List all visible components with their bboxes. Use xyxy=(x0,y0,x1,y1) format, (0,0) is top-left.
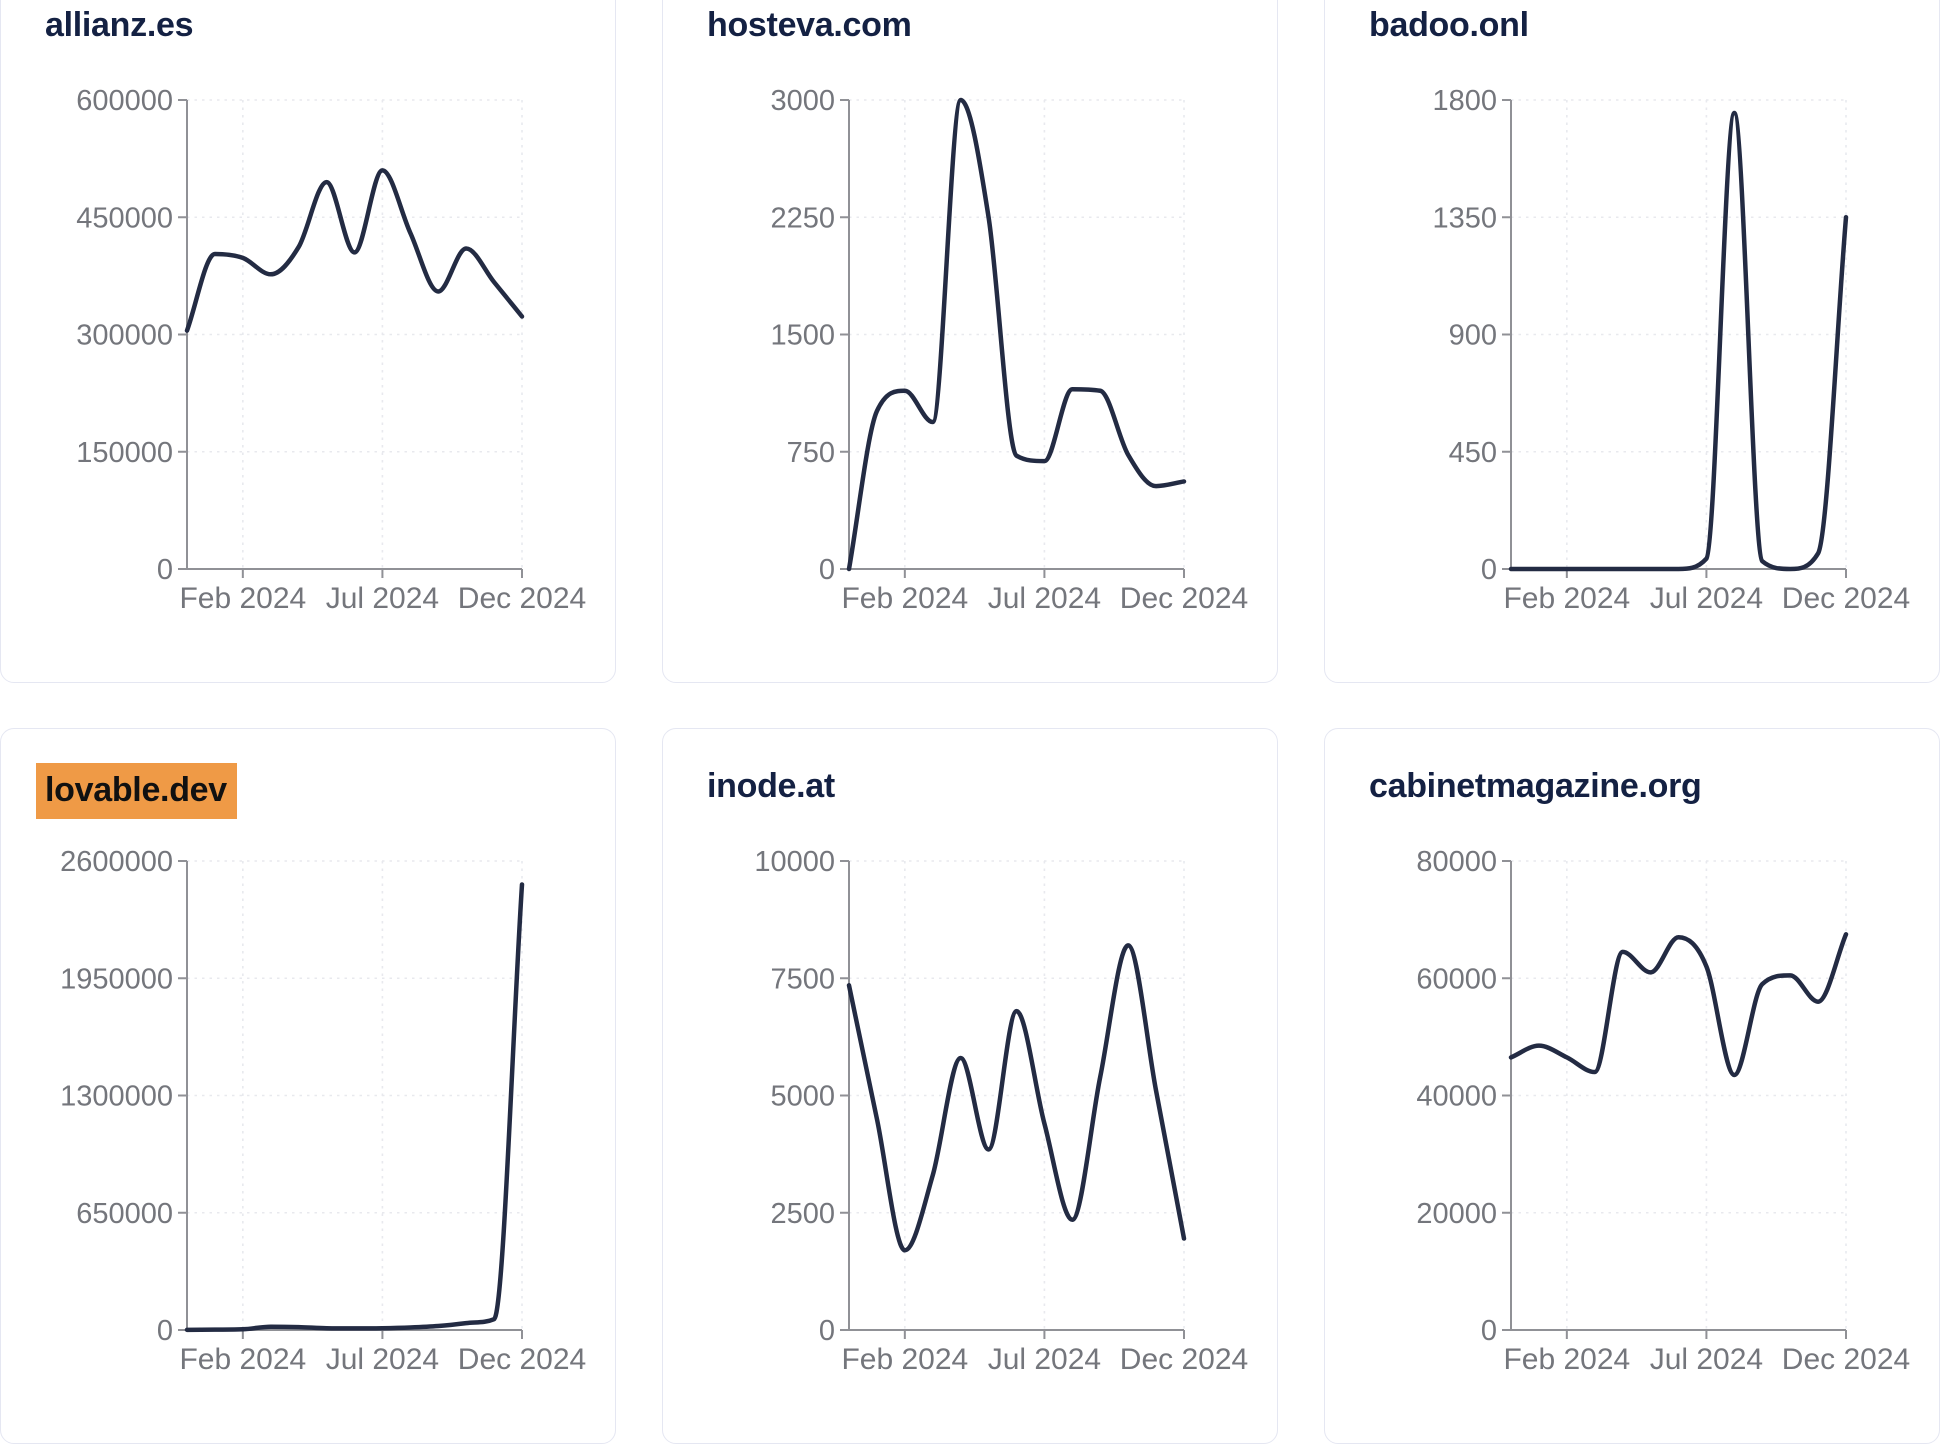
y-tick-label: 0 xyxy=(819,1315,835,1347)
domain-card: allianz.es 0 150000 300000 450000 600000 Feb … xyxy=(0,0,616,683)
y-tick-label: 1500 xyxy=(770,320,835,352)
y-tick-label: 5000 xyxy=(770,1081,835,1113)
domain-title-text: badoo.onl xyxy=(1369,6,1529,44)
domain-title-text: hosteva.com xyxy=(707,6,912,44)
y-axis xyxy=(1502,99,1512,570)
y-axis xyxy=(1502,860,1512,1331)
domain-title-text: cabinetmagazine.org xyxy=(1369,767,1702,805)
y-axis xyxy=(840,99,850,570)
x-tick-label: Dec 2024 xyxy=(458,1343,586,1376)
domain-title: allianz.es xyxy=(45,2,194,48)
domain-title-text-highlighted: lovable.dev xyxy=(36,763,237,819)
y-tick-label: 2500 xyxy=(770,1198,835,1230)
domain-title: hosteva.com xyxy=(707,2,912,48)
y-tick-label: 20000 xyxy=(1416,1198,1497,1230)
x-axis xyxy=(187,568,523,578)
x-tick-label: Jul 2024 xyxy=(326,1343,439,1376)
y-tick-label: 40000 xyxy=(1416,1081,1497,1113)
y-tick-label: 0 xyxy=(1481,554,1497,586)
domain-title-text: inode.at xyxy=(707,767,835,805)
x-tick-label: Dec 2024 xyxy=(458,582,586,615)
y-tick-label: 1950000 xyxy=(60,963,173,995)
y-tick-label: 80000 xyxy=(1416,846,1497,878)
x-tick-label: Jul 2024 xyxy=(1650,582,1763,615)
x-axis xyxy=(1511,1329,1847,1339)
x-tick-label: Jul 2024 xyxy=(1650,1343,1763,1376)
y-axis xyxy=(178,99,188,570)
y-tick-label: 2250 xyxy=(770,202,835,234)
y-tick-label: 1800 xyxy=(1432,85,1497,117)
y-tick-label: 7500 xyxy=(770,963,835,995)
y-tick-label: 750 xyxy=(787,437,835,469)
x-tick-label: Dec 2024 xyxy=(1120,1343,1248,1376)
trend-line xyxy=(846,943,1187,1253)
domain-card: hosteva.com 0 750 1500 2250 3000 Feb 2024 Jul … xyxy=(662,0,1278,683)
y-tick-label: 900 xyxy=(1449,320,1497,352)
x-tick-label: Jul 2024 xyxy=(988,1343,1101,1376)
domain-title: lovable.dev xyxy=(36,763,237,819)
y-tick-label: 2600000 xyxy=(60,846,173,878)
x-tick-label: Jul 2024 xyxy=(326,582,439,615)
x-tick-label: Dec 2024 xyxy=(1120,582,1248,615)
x-tick-label: Dec 2024 xyxy=(1782,1343,1910,1376)
y-tick-label: 0 xyxy=(819,554,835,586)
y-tick-label: 300000 xyxy=(76,320,173,352)
x-tick-label: Dec 2024 xyxy=(1782,582,1910,615)
y-tick-label: 450000 xyxy=(76,202,173,234)
domain-title: inode.at xyxy=(707,763,835,809)
x-tick-label: Jul 2024 xyxy=(988,582,1101,615)
y-tick-label: 450 xyxy=(1449,437,1497,469)
y-tick-label: 3000 xyxy=(770,85,835,117)
y-tick-label: 0 xyxy=(157,554,173,586)
y-tick-label: 650000 xyxy=(76,1198,173,1230)
x-tick-label: Feb 2024 xyxy=(1503,582,1630,615)
y-tick-label: 60000 xyxy=(1416,963,1497,995)
y-tick-label: 1350 xyxy=(1432,202,1497,234)
domain-card: lovable.dev 0 650000 1300000 1950000 2600000… xyxy=(0,728,616,1444)
trend-line xyxy=(184,168,525,333)
traffic-chart: 0 150000 300000 450000 600000 Feb 2024 Jul 202… xyxy=(76,85,586,615)
x-axis xyxy=(849,568,1185,578)
domain-title: badoo.onl xyxy=(1369,2,1529,48)
traffic-chart: 0 2500 5000 7500 10000 Feb 2024 Jul 2024 Dec 20… xyxy=(754,846,1248,1376)
traffic-chart: 0 750 1500 2250 3000 Feb 2024 Jul 2024 Dec 2024 xyxy=(770,85,1248,615)
trend-line xyxy=(1508,932,1849,1078)
trend-line xyxy=(184,882,525,1333)
y-axis xyxy=(178,860,188,1331)
trend-line xyxy=(846,97,1187,572)
x-tick-label: Feb 2024 xyxy=(1503,1343,1630,1376)
domain-card: badoo.onl 0 450 900 1350 1800 Feb 2024 Jul 202… xyxy=(1324,0,1940,683)
y-tick-label: 10000 xyxy=(754,846,835,878)
x-tick-label: Feb 2024 xyxy=(841,1343,968,1376)
y-tick-label: 0 xyxy=(1481,1315,1497,1347)
traffic-chart: 0 20000 40000 60000 80000 Feb 2024 Jul 2024 Dec… xyxy=(1416,846,1910,1376)
x-tick-label: Feb 2024 xyxy=(841,582,968,615)
y-tick-label: 1300000 xyxy=(60,1081,173,1113)
x-tick-label: Feb 2024 xyxy=(179,582,306,615)
domain-card: cabinetmagazine.org 0 20000 40000 60000 8000… xyxy=(1324,728,1940,1444)
trend-line xyxy=(1508,110,1849,572)
y-tick-label: 150000 xyxy=(76,437,173,469)
x-tick-label: Feb 2024 xyxy=(179,1343,306,1376)
y-axis xyxy=(840,860,850,1331)
x-axis xyxy=(849,1329,1185,1339)
y-tick-label: 0 xyxy=(157,1315,173,1347)
traffic-chart: 0 650000 1300000 1950000 2600000 Feb 2024 Jul … xyxy=(60,846,586,1376)
y-tick-label: 600000 xyxy=(76,85,173,117)
domain-title-text: allianz.es xyxy=(45,6,194,44)
traffic-chart: 0 450 900 1350 1800 Feb 2024 Jul 2024 Dec 2024 xyxy=(1432,85,1910,615)
domain-title: cabinetmagazine.org xyxy=(1369,763,1702,809)
domain-card: inode.at 0 2500 5000 7500 10000 Feb 2024 Jul 2… xyxy=(662,728,1278,1444)
